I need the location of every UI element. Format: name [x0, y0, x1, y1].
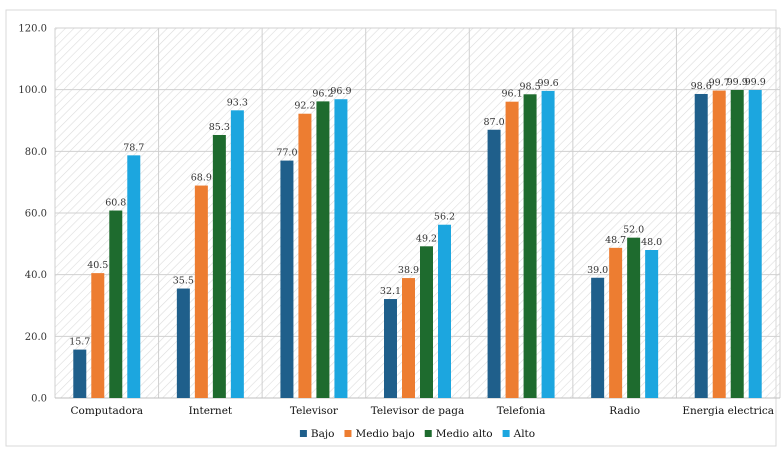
legend-swatch: [503, 430, 510, 437]
legend-swatch: [300, 430, 307, 437]
legend-swatch: [425, 430, 432, 437]
data-label: 77.0: [276, 148, 297, 159]
bar: [749, 90, 762, 398]
y-tick-label: 0.0: [31, 394, 47, 405]
data-label: 15.7: [69, 337, 90, 348]
data-label: 38.9: [398, 265, 419, 276]
y-tick-label: 60.0: [25, 209, 47, 220]
category-label: Radio: [609, 405, 640, 417]
bar: [542, 91, 555, 398]
data-label: 48.7: [605, 235, 626, 246]
data-label: 87.0: [483, 117, 504, 128]
data-label: 96.9: [330, 86, 351, 97]
legend-label: Bajo: [311, 428, 335, 440]
legend-label: Medio alto: [436, 428, 493, 440]
data-label: 35.5: [173, 276, 194, 287]
bar: [73, 350, 86, 398]
legend-swatch: [344, 430, 351, 437]
data-label: 39.0: [587, 265, 608, 276]
category-label: Energia electrica: [682, 405, 774, 417]
legend-label: Alto: [513, 428, 535, 440]
bar: [213, 135, 226, 398]
data-label: 49.2: [416, 233, 437, 244]
bar: [402, 278, 415, 398]
bar: [280, 161, 293, 398]
y-tick-label: 80.0: [25, 147, 47, 158]
y-tick-label: 20.0: [25, 332, 47, 343]
bar: [195, 186, 208, 398]
bar: [127, 155, 140, 398]
data-label: 52.0: [623, 225, 644, 236]
bar: [645, 250, 658, 398]
bar: [384, 299, 397, 398]
category-label: Televisor de paga: [371, 405, 465, 417]
bar: [591, 278, 604, 398]
data-label: 68.9: [191, 173, 212, 184]
bar: [713, 91, 726, 398]
data-label: 85.3: [209, 122, 230, 133]
data-label: 60.8: [105, 198, 126, 209]
y-tick-label: 100.0: [18, 85, 47, 96]
data-label: 56.2: [434, 212, 455, 223]
data-label: 78.7: [123, 142, 144, 153]
bar: [298, 114, 311, 398]
bar: [609, 248, 622, 398]
bar: [334, 99, 347, 398]
bar: [420, 246, 433, 398]
bar: [109, 211, 122, 398]
bar: [231, 110, 244, 398]
bar: [438, 225, 451, 398]
bar: [488, 130, 501, 398]
bar: [177, 289, 190, 398]
category-label: Internet: [189, 405, 233, 417]
bar: [316, 101, 329, 398]
bar: [524, 94, 537, 398]
data-label: 99.9: [745, 77, 766, 88]
data-label: 32.1: [380, 286, 401, 297]
category-label: Televisor: [290, 405, 339, 417]
data-label: 40.5: [87, 260, 108, 271]
legend-label: Medio bajo: [355, 428, 414, 440]
bar: [731, 90, 744, 398]
y-tick-label: 120.0: [18, 24, 47, 35]
bar: [506, 102, 519, 398]
data-label: 48.0: [641, 237, 662, 248]
bar: [91, 273, 104, 398]
data-label: 99.6: [537, 78, 558, 89]
bar: [695, 94, 708, 398]
category-label: Computadora: [70, 405, 143, 417]
data-label: 93.3: [227, 97, 248, 108]
data-label: 92.2: [294, 101, 315, 112]
category-label: Telefonia: [497, 405, 546, 417]
bar: [627, 238, 640, 398]
y-tick-label: 40.0: [25, 270, 47, 281]
